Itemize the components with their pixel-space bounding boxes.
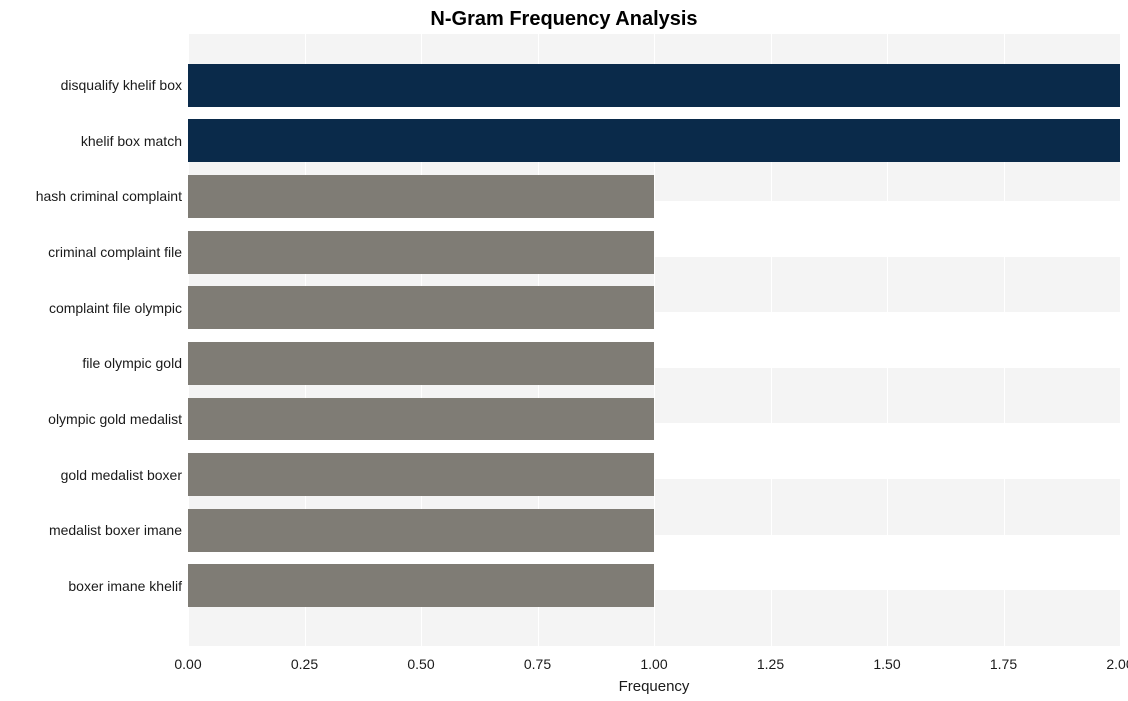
bar [188,231,654,274]
x-tick-label: 1.75 [990,646,1017,672]
x-axis-title: Frequency [619,678,690,695]
bar [188,64,1120,107]
x-tick-label: 1.00 [640,646,667,672]
x-tick-label: 0.75 [524,646,551,672]
y-tick-label: hash criminal complaint [36,188,188,204]
x-tick-label: 2.00 [1106,646,1128,672]
y-tick-label: complaint file olympic [49,300,188,316]
x-tick-label: 0.00 [174,646,201,672]
y-tick-label: gold medalist boxer [61,467,188,483]
y-tick-label: disqualify khelif box [61,77,188,93]
y-tick-label: medalist boxer imane [49,522,188,538]
bar [188,342,654,385]
chart-title: N-Gram Frequency Analysis [0,8,1128,31]
ngram-chart: N-Gram Frequency Analysis Frequency 0.00… [0,0,1128,701]
y-tick-label: olympic gold medalist [48,411,188,427]
x-tick-label: 0.50 [407,646,434,672]
gridline [1120,34,1121,646]
bar [188,509,654,552]
bar [188,175,654,218]
bar [188,453,654,496]
y-tick-label: criminal complaint file [48,244,188,260]
plot-area: Frequency 0.000.250.500.751.001.251.501.… [188,34,1120,646]
y-tick-label: khelif box match [81,133,188,149]
y-tick-label: boxer imane khelif [68,578,188,594]
x-tick-label: 0.25 [291,646,318,672]
x-tick-label: 1.50 [873,646,900,672]
bar [188,286,654,329]
bar [188,119,1120,162]
bar [188,564,654,607]
x-tick-label: 1.25 [757,646,784,672]
bar [188,398,654,441]
y-tick-label: file olympic gold [82,355,188,371]
